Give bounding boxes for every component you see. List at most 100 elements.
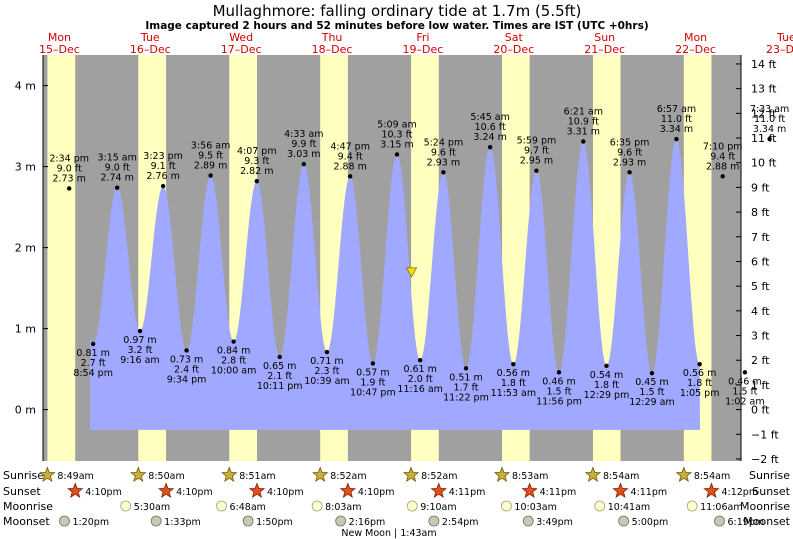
moonrise-time: 11:06am	[700, 502, 742, 513]
right-axis-label: 14 ft	[751, 58, 777, 71]
high-tide-meters: 3.34 m	[753, 124, 786, 135]
right-axis-label: 4 ft	[751, 305, 770, 318]
high-tide-time: 6:35 pm	[610, 137, 650, 148]
low-tide-time: 10:39 am	[304, 376, 349, 387]
day-name: Mon	[684, 31, 707, 44]
moonrise-icon	[120, 500, 132, 512]
right-axis-label: 3 ft	[751, 330, 770, 343]
moonrise-icon	[501, 500, 512, 512]
tide-point-high	[534, 168, 539, 173]
right-axis-feet: −2 ft −1 ft 0 ft 1 ft 2 ft 3 ft 4 ft 5 ft 6 ft 7 …	[736, 55, 779, 466]
low-tide-time: 9:34 pm	[167, 374, 207, 385]
low-tide-time: 10:47 pm	[350, 387, 396, 398]
tide-point-high	[114, 185, 120, 190]
tide-point-low	[231, 339, 236, 344]
day-name: Sat	[505, 31, 524, 44]
sunrise-star-icon	[493, 466, 511, 482]
day-date: 16–Dec	[130, 43, 171, 56]
sunset-star-icon	[703, 482, 720, 498]
high-tide-feet: 11.0 ft	[661, 114, 692, 125]
low-tide-meters: 0.97 m	[123, 335, 156, 346]
left-axis-meters: 0 m 1 m 2 m 3 m 4 m	[15, 55, 48, 461]
sunset-time: 4:10pm	[176, 487, 213, 498]
high-tide-time: 3:15 am	[97, 153, 136, 164]
sunset-time: 4:10pm	[85, 487, 122, 498]
low-tide-time: 1:02 am	[725, 396, 764, 407]
sunset-time: 4:11pm	[449, 487, 486, 498]
right-axis-label: 7 ft	[751, 231, 770, 244]
right-axis-label: 9 ft	[751, 181, 770, 194]
sunrise-time: 8:52am	[421, 471, 457, 482]
low-tide-meters: 0.45 m	[635, 377, 668, 388]
low-tide-meters: 0.46 m	[728, 376, 761, 387]
sunset-time: 4:10pm	[358, 487, 395, 498]
low-tide-feet: 1.5 ft	[639, 387, 664, 398]
day-date: 21–Dec	[584, 43, 625, 56]
moonset-time: 5:00pm	[632, 517, 669, 528]
low-tide-time: 10:00 am	[211, 366, 256, 377]
current-tide-marker	[405, 267, 418, 278]
low-tide-feet: 2.3 ft	[314, 366, 339, 377]
high-tide-time: 6:57 am	[657, 104, 696, 115]
high-tide-time: 4:47 pm	[330, 141, 370, 152]
day-date: 19–Dec	[403, 43, 444, 56]
right-axis-label: 13 ft	[751, 83, 777, 96]
left-axis-label: 4 m	[15, 80, 36, 93]
high-tide-meters: 3.34 m	[660, 124, 693, 135]
sunset-label-right: Sunset	[752, 485, 790, 498]
right-axis-label: 2 ft	[751, 354, 770, 367]
sunset-star-icon	[157, 482, 175, 498]
chart-title: Mullaghmore: falling ordinary tide at 1.…	[213, 2, 582, 20]
moonset-icon	[618, 515, 630, 527]
tide-point-high	[767, 136, 772, 142]
moonset-time: 1:33pm	[164, 517, 201, 528]
astronomy-events: 8:49am 8:50am 8:51am 8:52am 8:52am 8:53am 8:54…	[39, 466, 764, 539]
high-tide-feet: 9.4 ft	[338, 151, 363, 162]
moonset-time: 2:16pm	[349, 517, 386, 528]
sunrise-time: 8:54am	[603, 471, 639, 482]
moonset-time: 2:54pm	[442, 517, 479, 528]
right-axis-label: 11 ft	[751, 132, 777, 145]
high-tide-time: 2:34 pm	[49, 153, 89, 164]
moonset-icon	[428, 515, 440, 527]
sunrise-star-icon	[221, 466, 238, 482]
tide-point-low	[277, 354, 282, 360]
tide-point-low	[556, 370, 562, 375]
moonrise-time: 5:30am	[134, 502, 170, 513]
high-tide-time: 5:24 pm	[424, 137, 464, 148]
high-tide-feet: 9.3 ft	[244, 156, 269, 167]
tide-point-low	[511, 362, 516, 367]
sunrise-star-icon	[312, 466, 329, 482]
right-axis-label: 0 ft	[751, 404, 770, 417]
low-tide-meters: 0.57 m	[356, 367, 389, 378]
tide-point-high	[394, 152, 400, 157]
tide-points	[66, 136, 772, 376]
low-tide-meters: 0.81 m	[76, 348, 109, 359]
left-axis-label: 1 m	[15, 323, 36, 336]
low-tide-feet: 2.8 ft	[221, 356, 246, 367]
low-tide-meters: 0.46 m	[542, 376, 575, 387]
astronomy-rows: Sunrise Sunset Moonrise Moonset Sunrise …	[3, 466, 791, 539]
tide-point-low	[697, 362, 702, 367]
sunset-time: 4:10pm	[267, 487, 304, 498]
low-tide-feet: 3.2 ft	[127, 345, 152, 356]
low-tide-meters: 0.61 m	[403, 364, 436, 375]
sunset-star-icon	[521, 482, 538, 498]
sunrise-time: 8:53am	[512, 471, 548, 482]
high-tide-feet: 10.6 ft	[475, 122, 506, 133]
low-tide-feet: 2.1 ft	[267, 371, 292, 382]
day-name: Tue	[776, 31, 793, 44]
sunset-time: 4:12pm	[721, 487, 758, 498]
sunrise-star-icon	[130, 466, 147, 482]
high-tide-feet: 10.3 ft	[381, 129, 412, 140]
day-name: Mon	[48, 31, 71, 44]
right-axis-label: 6 ft	[751, 255, 770, 268]
sunrise-label-left: Sunrise	[3, 469, 44, 482]
tide-point-low	[324, 349, 330, 355]
moonset-icon	[522, 515, 534, 527]
day-labels: Mon15–DecTue16–DecWed17–DecThu18–DecFri1…	[39, 31, 793, 56]
high-tide-meters: 3.24 m	[473, 132, 506, 143]
right-axis-label: 5 ft	[751, 280, 770, 293]
sunrise-time: 8:51am	[239, 471, 275, 482]
tide-point-high	[208, 173, 213, 178]
